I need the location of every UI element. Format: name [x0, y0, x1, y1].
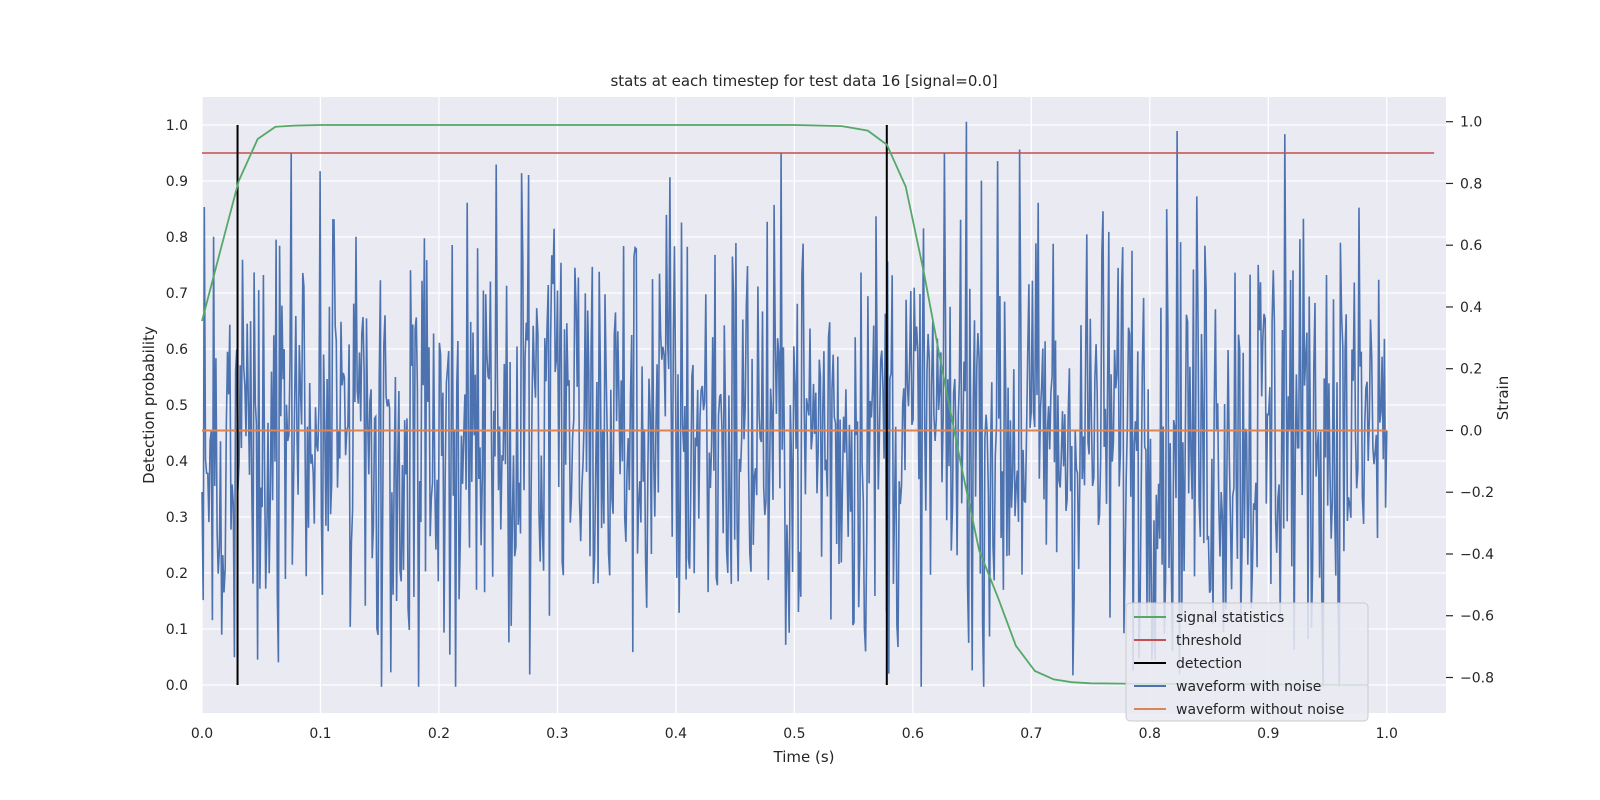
y-left-tick-label: 0.5 — [166, 398, 188, 414]
y-left-tick-label: 0.4 — [166, 454, 188, 470]
legend-label: threshold — [1176, 633, 1242, 649]
legend: signal statistics threshold detection wavef… — [1125, 602, 1369, 722]
chart-title: stats at each timestep for test data 16 … — [610, 72, 997, 90]
x-tick-label: 0.9 — [1257, 726, 1279, 742]
y-left-tick-label: 0.9 — [166, 174, 188, 190]
y-axis-left: 0.0 0.1 0.2 0.3 0.4 0.5 0.6 0.7 0.8 0.9 1.0 — [166, 118, 188, 694]
x-tick-label: 0.6 — [902, 726, 924, 742]
y-right-tick-label: 0.6 — [1460, 238, 1482, 254]
y-axis-right: −0.8 −0.6 −0.4 −0.2 0.0 0.2 0.4 0.6 0.8 1.0 — [1446, 115, 1494, 686]
x-tick-label: 0.2 — [428, 726, 450, 742]
y-left-tick-label: 0.7 — [166, 286, 188, 302]
legend-label: waveform without noise — [1176, 702, 1344, 718]
y-right-tick-label: 0.2 — [1460, 362, 1482, 378]
series-layer — [201, 121, 1435, 687]
y-right-tick-label: 0.0 — [1460, 423, 1482, 439]
x-tick-label: 0.3 — [546, 726, 568, 742]
y-right-tick-label: −0.4 — [1460, 547, 1494, 563]
legend-box — [1125, 602, 1369, 722]
y-right-tick-label: 0.8 — [1460, 176, 1482, 192]
y-left-tick-label: 0.2 — [166, 566, 188, 582]
y-axis-left-label: Detection probability — [140, 326, 158, 484]
legend-label: signal statistics — [1176, 610, 1284, 626]
x-tick-label: 0.8 — [1139, 726, 1161, 742]
x-tick-label: 0.7 — [1020, 726, 1042, 742]
y-right-tick-label: 1.0 — [1460, 115, 1482, 131]
series-signal-statistics — [201, 124, 1368, 686]
x-axis-label: Time (s) — [773, 748, 835, 766]
y-right-tick-label: −0.2 — [1460, 485, 1494, 501]
y-left-tick-label: 0.8 — [166, 230, 188, 246]
y-right-tick-label: 0.4 — [1460, 300, 1482, 316]
x-tick-label: 0.0 — [191, 726, 213, 742]
x-tick-label: 0.4 — [665, 726, 687, 742]
y-left-tick-label: 0.0 — [166, 678, 188, 694]
y-right-tick-label: −0.6 — [1460, 609, 1494, 625]
y-left-tick-label: 1.0 — [166, 118, 188, 134]
y-left-tick-label: 0.3 — [166, 510, 188, 526]
x-tick-label: 0.5 — [783, 726, 805, 742]
x-tick-label: 0.1 — [309, 726, 331, 742]
legend-label: waveform with noise — [1176, 679, 1321, 695]
y-left-tick-label: 0.1 — [166, 622, 188, 638]
legend-label: detection — [1176, 656, 1242, 672]
y-left-tick-label: 0.6 — [166, 342, 188, 358]
x-tick-label: 1.0 — [1376, 726, 1398, 742]
x-axis: 0.0 0.1 0.2 0.3 0.4 0.5 0.6 0.7 0.8 0.9 1.0 — [191, 726, 1398, 742]
y-right-tick-label: −0.8 — [1460, 670, 1494, 686]
y-axis-right-label: Strain — [1494, 376, 1512, 420]
